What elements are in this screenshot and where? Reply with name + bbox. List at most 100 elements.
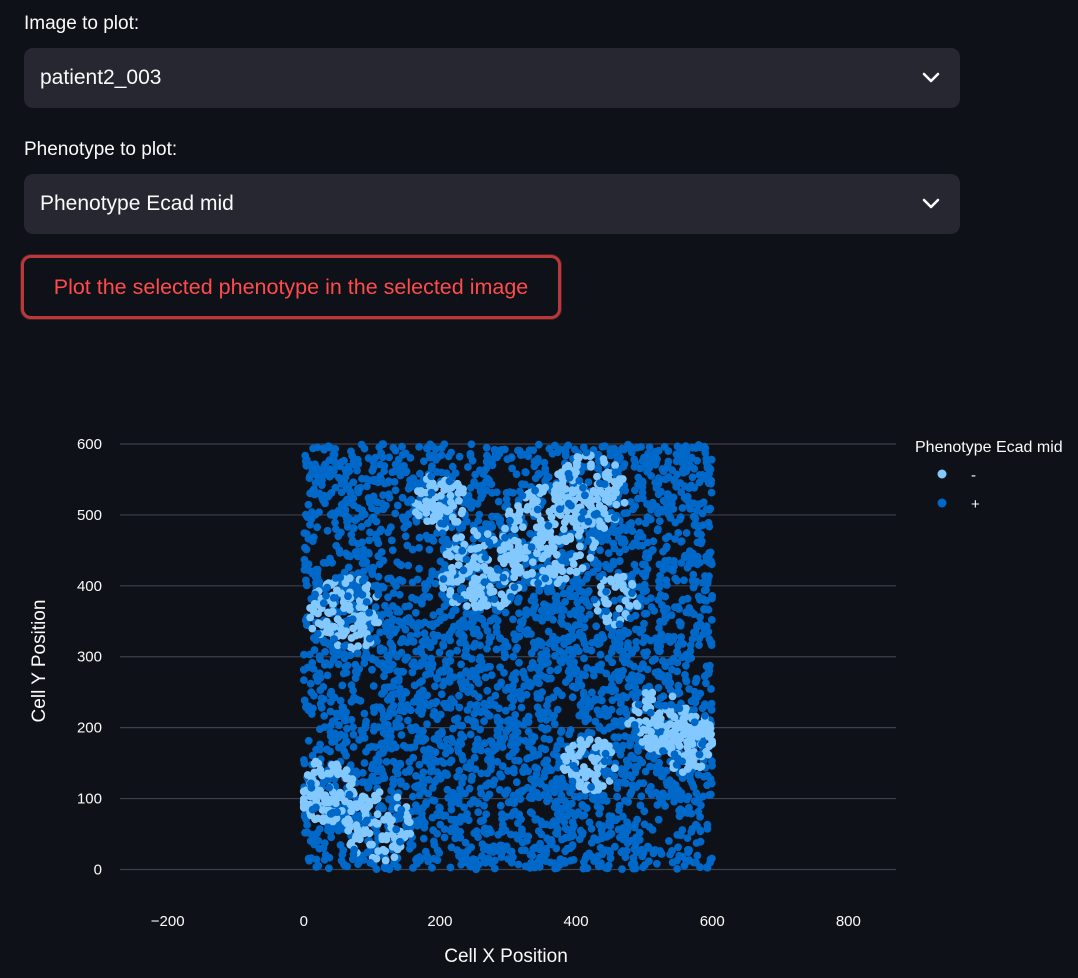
image-select[interactable]: patient2_003 (24, 48, 960, 108)
scatter-point-pos (345, 790, 354, 799)
scatter-point-pos (696, 837, 705, 846)
scatter-point-pos (511, 745, 520, 754)
scatter-point-pos (667, 611, 676, 620)
scatter-point-pos (698, 704, 707, 713)
scatter-point-pos (499, 644, 507, 652)
scatter-point-pos (435, 849, 444, 857)
scatter-point-pos (369, 513, 378, 522)
scatter-point-pos (323, 671, 332, 680)
scatter-point-pos (356, 697, 365, 705)
scatter-point-pos (487, 671, 496, 679)
scatter-point-neg (595, 501, 604, 510)
scatter-point-pos (386, 727, 395, 735)
scatter-point-pos (453, 646, 461, 655)
scatter-point-neg (662, 722, 671, 731)
scatter-point-pos (584, 517, 593, 526)
scatter-point-neg (656, 720, 665, 729)
scatter-point-neg (339, 598, 348, 607)
scatter-point-pos (336, 650, 345, 659)
plot-button[interactable]: Plot the selected phenotype in the selec… (21, 255, 561, 319)
scatter-point-pos (337, 528, 345, 537)
scatter-point-pos (704, 605, 713, 614)
scatter-point-pos (322, 559, 331, 567)
scatter-point-pos (358, 506, 367, 515)
scatter-point-pos (326, 747, 334, 756)
scatter-point-pos (396, 810, 405, 819)
legend-item-neg[interactable]: - (937, 467, 977, 484)
scatter-point-pos (565, 809, 574, 817)
scatter-point-neg (576, 736, 585, 745)
scatter-point-pos (391, 486, 400, 495)
scatter-point-pos (368, 570, 377, 578)
chevron-down-icon[interactable] (922, 69, 940, 87)
scatter-point-pos (447, 843, 456, 852)
scatter-point-pos (653, 859, 661, 868)
scatter-point-pos (461, 668, 470, 677)
scatter-point-pos (538, 820, 546, 829)
scatter-point-pos (385, 453, 393, 462)
scatter-point-pos (477, 665, 485, 674)
scatter-point-pos (548, 714, 557, 722)
scatter-point-pos (610, 513, 619, 522)
scatter-point-pos (462, 646, 470, 655)
scatter-point-pos (351, 674, 360, 682)
scatter-point-pos (308, 569, 317, 578)
scatter-point-pos (347, 681, 356, 690)
scatter-point-pos (666, 514, 675, 522)
scatter-point-pos (575, 476, 584, 485)
scatter-point-pos (596, 546, 604, 555)
scatter-point-pos (362, 598, 371, 606)
scatter-point-pos (375, 757, 383, 766)
scatter-point-pos (669, 654, 678, 663)
scatter-point-pos (595, 809, 604, 818)
scatter-point-neg (455, 496, 463, 505)
scatter-point-pos (358, 577, 367, 585)
scatter-point-pos (501, 445, 509, 454)
scatter-point-neg (325, 609, 333, 617)
scatter-point-pos (642, 634, 651, 643)
scatter-point-neg (446, 590, 454, 599)
scatter-point-pos (303, 821, 311, 829)
phenotype-select[interactable]: Phenotype Ecad mid (24, 174, 960, 234)
scatter-point-pos (479, 470, 487, 478)
scatter-point-pos (564, 637, 573, 645)
scatter-point-neg (576, 778, 584, 787)
scatter-point-pos (455, 452, 464, 461)
scatter-point-pos (413, 630, 422, 638)
scatter-point-pos (461, 789, 469, 798)
scatter-point-pos (401, 655, 410, 664)
scatter-point-pos (314, 861, 323, 870)
scatter-point-pos (651, 763, 660, 772)
scatter-point-pos (377, 449, 386, 458)
scatter-point-pos (665, 837, 673, 845)
scatter-point-pos (565, 646, 573, 654)
scatter-point-neg (365, 829, 374, 838)
scatter-point-pos (705, 702, 714, 710)
scatter-point-pos (549, 817, 558, 826)
scatter-point-pos (569, 592, 577, 601)
scatter-point-pos (398, 513, 407, 522)
scatter-point-pos (479, 845, 488, 854)
scatter-point-pos (383, 721, 392, 729)
scatter-point-pos (660, 465, 669, 474)
scatter-point-pos (594, 862, 603, 871)
scatter-point-pos (568, 783, 577, 791)
scatter-point-pos (534, 579, 543, 588)
scatter-point-neg (612, 500, 621, 509)
scatter-point-pos (336, 549, 344, 557)
scatter-point-pos (670, 750, 679, 759)
scatter-point-pos (534, 750, 543, 759)
scatter-point-pos (458, 546, 467, 555)
scatter-point-pos (680, 462, 689, 471)
scatter-point-pos (701, 449, 710, 457)
scatter-point-neg (448, 563, 456, 572)
chevron-down-icon[interactable] (922, 195, 940, 213)
scatter-point-pos (524, 754, 533, 762)
scatter-point-pos (636, 664, 645, 673)
scatter-point-pos (364, 548, 373, 557)
scatter-point-pos (673, 667, 681, 676)
scatter-point-pos (662, 766, 671, 775)
y-tick-label: 600 (77, 436, 102, 453)
scatter-point-pos (302, 581, 311, 590)
legend-item-pos[interactable]: + (937, 496, 981, 513)
